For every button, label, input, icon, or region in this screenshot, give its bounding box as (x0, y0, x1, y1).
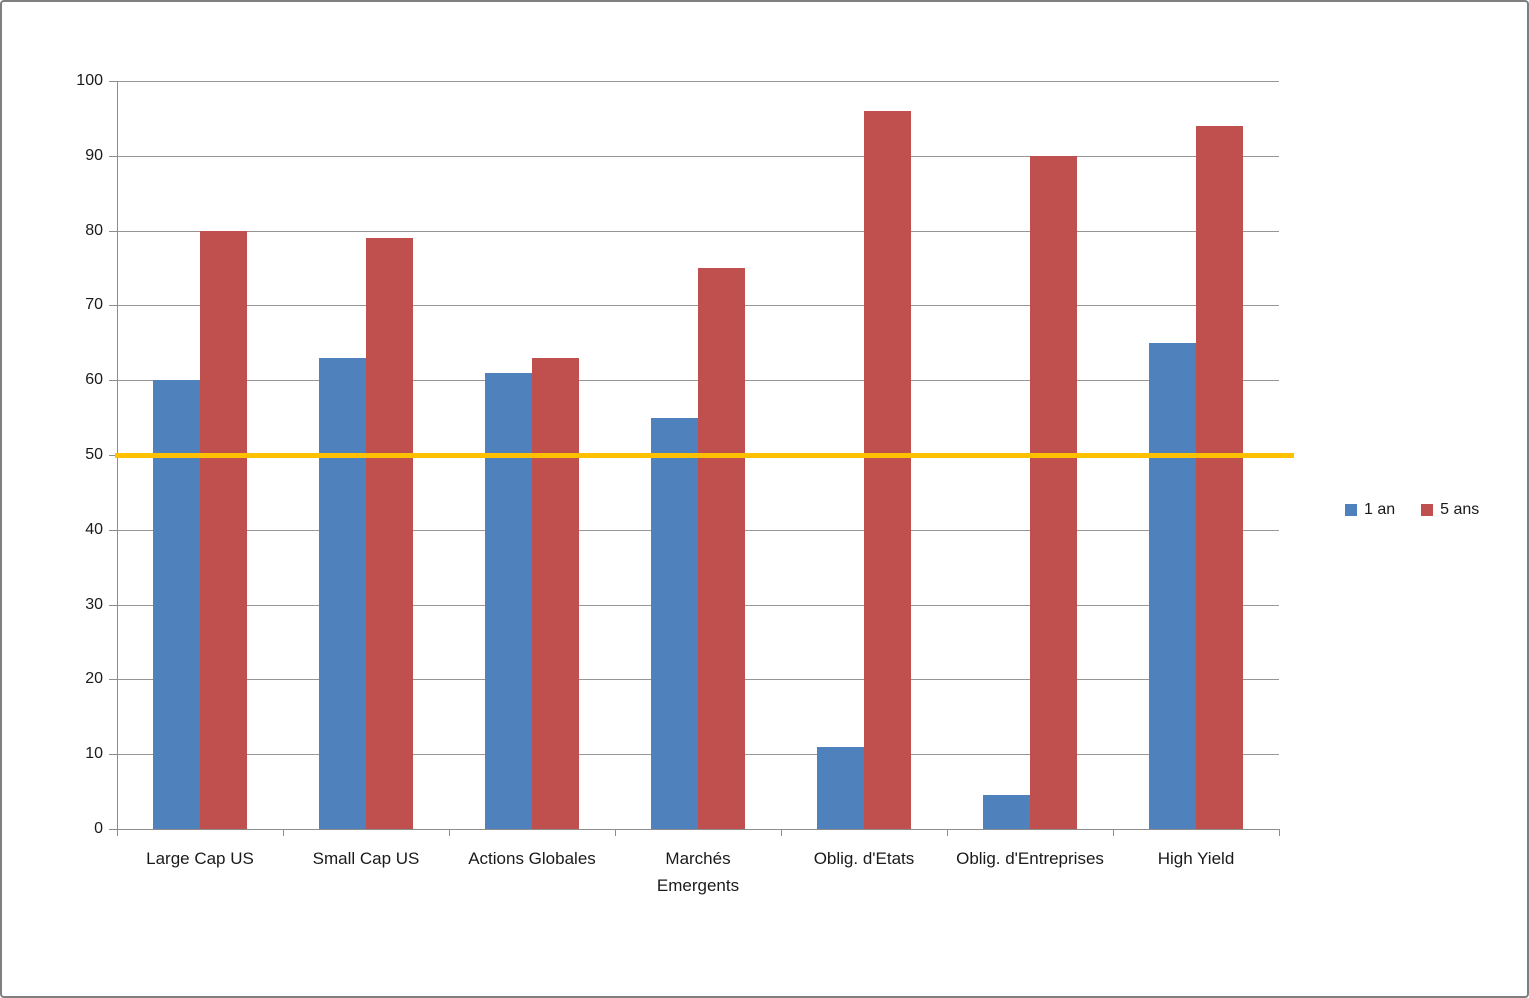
y-axis-tick (109, 230, 117, 232)
x-axis-tick (283, 829, 284, 836)
y-axis-tick (109, 754, 117, 756)
x-axis-tick (117, 829, 118, 836)
y-tick-label: 90 (85, 146, 103, 164)
category-label: Actions Globales (468, 849, 596, 868)
y-axis-tick (109, 455, 117, 456)
bar-5-ans-6 (1030, 155, 1077, 829)
y-axis-tick (109, 679, 117, 681)
y-tick-label: 50 (85, 446, 103, 463)
x-axis-tick (947, 829, 948, 836)
y-tick-label: 80 (85, 221, 103, 239)
category-label: Large Cap US (146, 849, 254, 868)
y-tick-label: 70 (85, 296, 103, 314)
legend-swatch-icon (1345, 504, 1357, 516)
legend-swatch-icon (1421, 504, 1434, 516)
legend: 1 an 5 ans (1345, 502, 1479, 518)
bar-1-an-1 (153, 380, 200, 829)
legend-item-5-ans: 5 ans (1421, 502, 1479, 518)
reference-line-50 (115, 453, 1294, 458)
y-axis-tick (109, 829, 117, 830)
x-axis-tick (615, 829, 616, 836)
y-tick-label: 100 (76, 72, 103, 89)
y-tick-label: 30 (85, 595, 103, 613)
bar-5-ans-2 (366, 238, 413, 829)
y-axis-tick (109, 529, 117, 531)
legend-label: 1 an (1364, 501, 1396, 518)
gridline-100 (117, 81, 1279, 82)
bar-5-ans-7 (1196, 125, 1243, 829)
bar-1-an-2 (319, 357, 366, 829)
gridline-80 (117, 230, 1279, 232)
x-axis-line (117, 829, 1279, 830)
category-label: Oblig. d'Entreprises (956, 849, 1104, 868)
y-axis-tick (109, 604, 117, 606)
legend-label: 5 ans (1440, 501, 1480, 518)
y-axis-tick (109, 305, 117, 307)
bar-5-ans-3 (532, 357, 579, 829)
category-label: Small Cap US (312, 849, 420, 868)
y-tick-label: 40 (85, 520, 103, 538)
bar-1-an-4 (651, 417, 698, 829)
bar-5-ans-5 (864, 110, 911, 829)
y-tick-label: 10 (85, 745, 103, 763)
gridline-90 (117, 155, 1279, 157)
y-axis-tick (109, 380, 117, 382)
bar-1-an-6 (983, 795, 1030, 829)
category-label: High Yield (1157, 849, 1235, 868)
x-axis-tick (1279, 829, 1280, 836)
y-tick-label: 20 (85, 670, 103, 688)
bar-1-an-7 (1149, 342, 1196, 829)
category-label: Oblig. d'Etats (813, 849, 915, 868)
y-tick-label: 0 (94, 820, 103, 837)
bar-1-an-5 (817, 746, 864, 829)
legend-item-1-an: 1 an (1345, 502, 1395, 518)
bar-5-ans-4 (698, 268, 745, 829)
bar-1-an-3 (485, 372, 532, 829)
y-axis-tick (109, 81, 117, 82)
x-axis-tick (1113, 829, 1114, 836)
x-axis-tick (781, 829, 782, 836)
x-axis-tick (449, 829, 450, 836)
y-tick-label: 60 (85, 371, 103, 389)
category-label: Marchés Emergents (656, 849, 740, 895)
bar-5-ans-1 (200, 230, 247, 829)
y-axis-tick (109, 155, 117, 157)
